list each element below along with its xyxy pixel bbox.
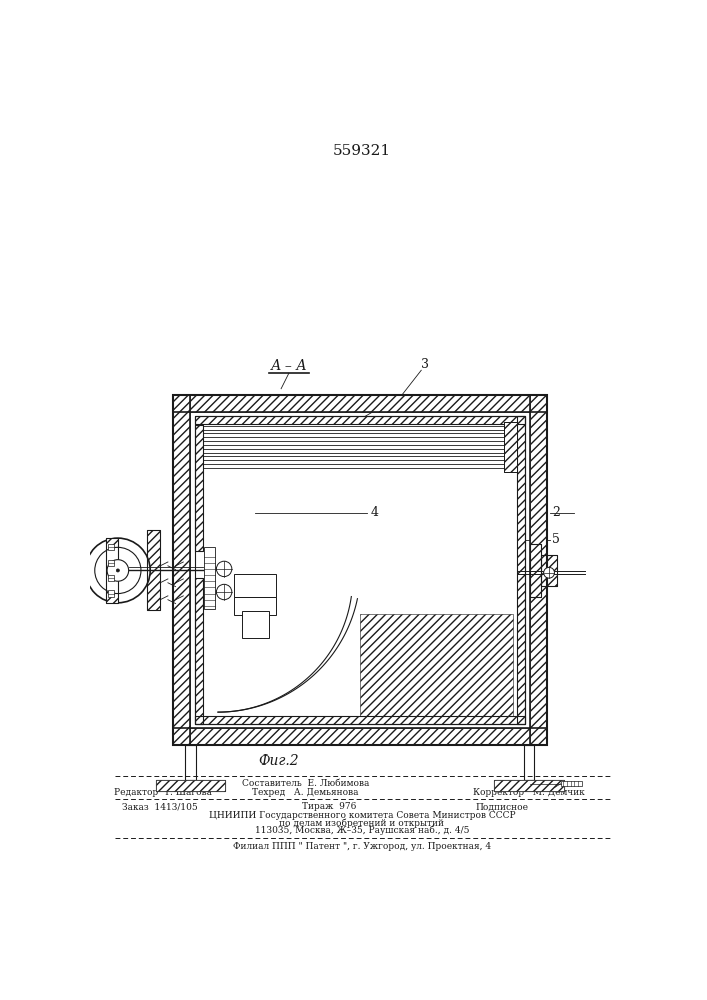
Bar [530,544,542,597]
Circle shape [216,584,232,600]
Bar [195,416,525,424]
Bar [234,597,276,615]
Text: 5: 5 [552,533,560,546]
Bar [147,530,160,610]
Bar [494,780,563,791]
Bar [518,416,525,724]
Bar [542,555,557,586]
Text: 3: 3 [421,358,429,371]
Bar [503,422,518,472]
Text: 559321: 559321 [333,144,391,158]
Bar [234,574,276,597]
Bar [105,538,118,603]
Bar [530,544,542,597]
Bar [195,578,203,724]
Text: Филиал ППП " Патент ", г. Ужгород, ул. Проектная, 4: Филиал ППП " Патент ", г. Ужгород, ул. П… [233,842,491,851]
Text: Редактор  Т. Шагова: Редактор Т. Шагова [115,788,212,797]
Text: 113035, Москва, Ж–35, Раушская наб., д. 4/5: 113035, Москва, Ж–35, Раушская наб., д. … [255,826,469,835]
Circle shape [86,538,150,603]
Bar [108,575,114,581]
Text: по делам изобретений и открытий: по делам изобретений и открытий [279,818,445,828]
Bar [185,745,196,780]
Bar [204,547,215,609]
Bar [156,780,225,791]
Circle shape [107,560,129,581]
Bar [195,578,203,724]
Text: 2: 2 [552,506,560,519]
Text: Корректор   М. Демчик: Корректор М. Демчик [473,788,585,797]
Bar [195,716,525,724]
Bar [518,416,525,724]
Text: Составитель  Е. Любимова: Составитель Е. Любимова [242,779,370,788]
Bar [195,716,525,724]
Text: Тираж  976: Тираж 976 [302,802,356,811]
Bar [542,555,557,586]
Circle shape [117,569,119,572]
Bar [173,395,547,412]
Bar [173,395,190,745]
Bar [195,416,525,424]
Text: А – А: А – А [270,359,307,373]
Text: 4: 4 [371,506,379,519]
Bar [195,416,525,724]
Text: Подписное: Подписное [476,802,529,811]
Bar [360,614,513,716]
Bar [173,395,190,745]
Circle shape [544,567,554,578]
Bar [530,395,547,745]
Bar [173,395,547,745]
Bar [195,425,203,551]
Text: ЦНИИПИ Государственного комитета Совета Министров СССР: ЦНИИПИ Государственного комитета Совета … [209,811,515,820]
Bar [524,745,534,780]
Bar [173,395,547,412]
Bar [173,728,547,745]
Circle shape [216,561,232,577]
Bar [147,530,160,610]
Circle shape [95,547,141,594]
Bar [105,538,118,603]
Text: Техред   А. Демьянова: Техред А. Демьянова [252,788,359,797]
Text: Фиг.2: Фиг.2 [259,754,299,768]
Bar [242,611,269,638]
Bar [108,544,114,550]
Bar [503,422,518,472]
Bar [195,425,203,551]
Bar [530,395,547,745]
Text: Заказ  1413/105: Заказ 1413/105 [122,802,197,811]
Bar [108,560,114,566]
Bar [173,728,547,745]
Bar [494,780,563,791]
Bar [156,780,225,791]
Bar [561,781,582,786]
Bar [108,590,114,597]
